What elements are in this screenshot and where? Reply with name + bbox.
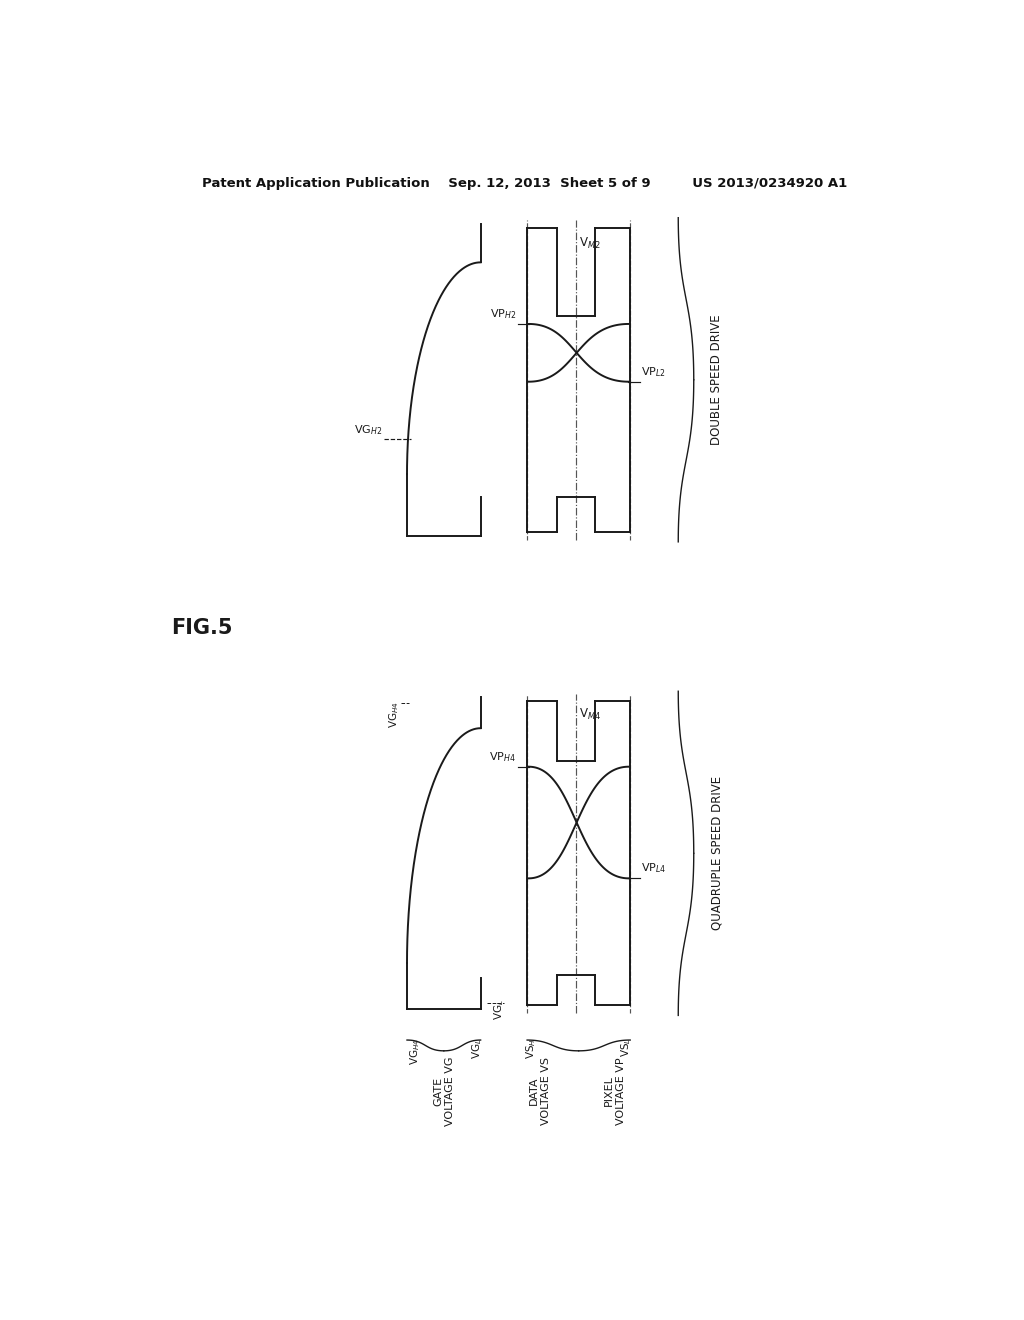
Text: V$_{M2}$: V$_{M2}$	[579, 235, 601, 251]
Text: VG$_L$: VG$_L$	[470, 1038, 483, 1059]
Text: VP$_{H4}$: VP$_{H4}$	[489, 750, 516, 763]
Text: PIXEL
VOLTAGE VP: PIXEL VOLTAGE VP	[604, 1057, 626, 1125]
Text: VG$_L$: VG$_L$	[493, 999, 506, 1020]
Text: Patent Application Publication    Sep. 12, 2013  Sheet 5 of 9         US 2013/02: Patent Application Publication Sep. 12, …	[202, 177, 848, 190]
Text: V$_{M4}$: V$_{M4}$	[579, 706, 601, 722]
Text: DOUBLE SPEED DRIVE: DOUBLE SPEED DRIVE	[711, 314, 724, 445]
Text: VP$_{H2}$: VP$_{H2}$	[489, 308, 516, 321]
Text: VG$_{H4}$: VG$_{H4}$	[408, 1038, 422, 1065]
Text: VG$_{H4}$: VG$_{H4}$	[387, 701, 400, 729]
Text: VG$_{H2}$: VG$_{H2}$	[354, 424, 382, 437]
Text: VS$_L$: VS$_L$	[620, 1038, 633, 1057]
Text: DATA
VOLTAGE VS: DATA VOLTAGE VS	[529, 1057, 551, 1125]
Text: GATE
VOLTAGE VG: GATE VOLTAGE VG	[433, 1057, 455, 1126]
Text: VP$_{L2}$: VP$_{L2}$	[641, 364, 666, 379]
Text: FIG.5: FIG.5	[171, 618, 232, 638]
Text: VP$_{L4}$: VP$_{L4}$	[641, 862, 667, 875]
Text: QUADRUPLE SPEED DRIVE: QUADRUPLE SPEED DRIVE	[711, 776, 724, 931]
Text: VS$_H$: VS$_H$	[524, 1038, 538, 1059]
